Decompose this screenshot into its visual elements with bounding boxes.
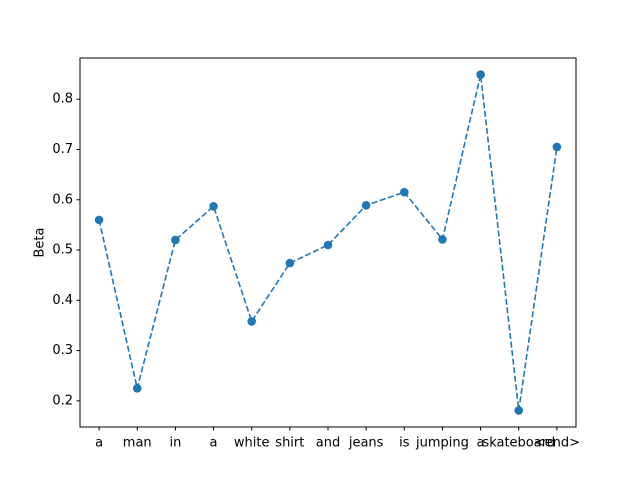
ticks-layer: 0.2 0.3 0.4 0.5 0.6 0.7 0.8 a man in a white shirt an… <box>52 92 580 451</box>
data-point <box>438 235 447 244</box>
data-point <box>171 235 180 245</box>
y-tick-label: 0.7 <box>52 142 73 157</box>
x-tick-label: a <box>210 436 218 451</box>
y-tick-label: 0.5 <box>52 243 73 258</box>
x-tick-label: skateboard <box>482 436 555 451</box>
data-point <box>209 202 218 211</box>
x-tick-label: a <box>95 436 103 451</box>
x-tick-label: and <box>316 436 340 451</box>
x-tick-label: white <box>234 436 270 451</box>
y-tick-label: 0.4 <box>52 293 73 308</box>
plot-frame <box>79 57 577 428</box>
x-tick-label: is <box>399 436 410 451</box>
x-tick-label: man <box>123 436 152 451</box>
data-point <box>400 187 409 197</box>
data-point <box>361 200 371 210</box>
x-tick-label: jumping <box>415 436 469 451</box>
y-tick-label: 0.2 <box>52 393 73 408</box>
data-point <box>552 142 562 152</box>
data-point <box>247 317 256 326</box>
data-point <box>94 215 104 225</box>
data-point <box>132 383 142 393</box>
x-tick-label: shirt <box>275 436 304 451</box>
y-tick-label: 0.8 <box>52 92 73 107</box>
series-layer <box>94 70 562 415</box>
data-point <box>514 406 524 415</box>
y-axis-label: Beta <box>33 228 48 258</box>
x-tick-label: jeans <box>348 436 384 451</box>
x-tick-label: <end> <box>534 436 580 451</box>
data-point <box>285 258 295 268</box>
x-tick-label: in <box>169 436 181 451</box>
data-point <box>476 70 485 79</box>
data-point <box>323 240 333 250</box>
y-tick-label: 0.3 <box>52 343 73 358</box>
x-tick-label: a <box>477 436 485 451</box>
y-tick-label: 0.6 <box>52 192 73 207</box>
